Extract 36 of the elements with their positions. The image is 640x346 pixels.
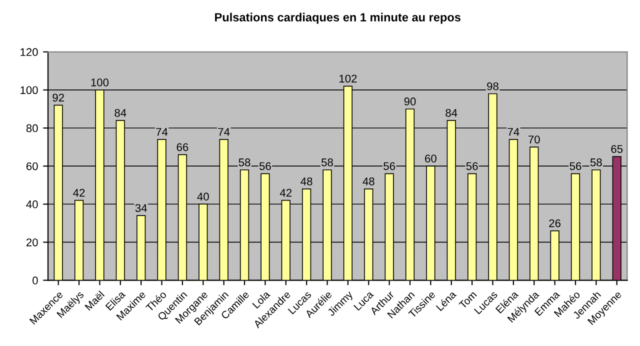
data-label: 60 bbox=[425, 154, 436, 162]
data-label: 102 bbox=[340, 74, 357, 83]
data-label: 98 bbox=[487, 82, 498, 90]
y-tick-label: 60 bbox=[26, 162, 38, 170]
data-label: 26 bbox=[549, 219, 560, 228]
data-label: 100 bbox=[91, 78, 109, 86]
chart-title: Pulsations cardiaques en 1 minute au repos bbox=[215, 12, 460, 24]
data-label: 42 bbox=[73, 188, 85, 197]
data-label: 58 bbox=[590, 158, 602, 166]
data-label: 84 bbox=[114, 108, 126, 117]
y-tick-label: 100 bbox=[20, 86, 38, 94]
data-label: 42 bbox=[280, 188, 292, 197]
data-label: 58 bbox=[322, 158, 333, 166]
data-label: 66 bbox=[176, 143, 188, 152]
data-label: 74 bbox=[218, 128, 230, 136]
data-label: 34 bbox=[135, 204, 147, 212]
data-label: 65 bbox=[611, 145, 623, 153]
y-tick-label: 0 bbox=[32, 276, 38, 284]
data-label: 48 bbox=[300, 177, 312, 186]
data-label: 74 bbox=[508, 128, 520, 136]
data-label: 48 bbox=[362, 177, 374, 186]
data-label: 56 bbox=[570, 162, 582, 170]
data-label: 70 bbox=[528, 136, 540, 144]
data-label: 92 bbox=[52, 94, 64, 102]
y-tick-label: 80 bbox=[26, 124, 38, 132]
data-label: 40 bbox=[197, 192, 209, 201]
data-label: 56 bbox=[384, 162, 396, 170]
data-label: 58 bbox=[238, 158, 250, 166]
data-label: 74 bbox=[156, 128, 168, 136]
data-label: 84 bbox=[446, 108, 458, 117]
y-tick-label: 40 bbox=[26, 200, 38, 208]
data-label: 90 bbox=[404, 98, 416, 106]
data-label: 56 bbox=[466, 162, 478, 170]
y-tick-label: 20 bbox=[26, 238, 38, 246]
data-label: 56 bbox=[259, 162, 271, 170]
y-tick-label: 120 bbox=[20, 48, 38, 56]
